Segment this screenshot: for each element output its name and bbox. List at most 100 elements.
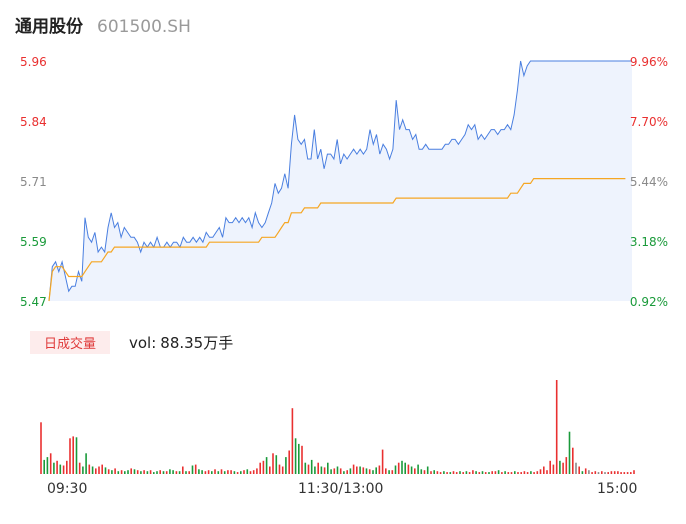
volume-bar <box>227 470 229 474</box>
volume-bar <box>604 472 606 474</box>
volume-bar <box>69 438 71 474</box>
volume-prefix: vol: <box>129 334 157 352</box>
volume-bar <box>504 471 506 474</box>
volume-bar <box>472 470 474 474</box>
stock-name: 通用股份 <box>15 17 83 37</box>
volume-bar <box>298 443 300 474</box>
volume-bar <box>378 465 381 474</box>
volume-bar <box>559 460 561 474</box>
volume-bar <box>414 468 416 474</box>
volume-bar <box>294 438 297 474</box>
volume-bar <box>365 468 368 474</box>
volume-bar <box>623 472 626 474</box>
volume-bar <box>401 460 403 474</box>
volume-bar <box>104 467 107 474</box>
volume-bar <box>584 468 587 474</box>
volume-bar <box>220 469 223 474</box>
volume-bar <box>46 457 49 474</box>
volume-bar <box>101 464 103 474</box>
volume-bar <box>85 453 87 474</box>
volume-bar <box>62 465 65 474</box>
volume-bar <box>420 469 423 474</box>
volume-bar <box>269 466 271 474</box>
volume-bar <box>501 472 503 474</box>
volume-bar <box>497 470 500 474</box>
volume-bar <box>339 468 342 474</box>
price-line <box>48 60 632 302</box>
volume-bar <box>175 471 178 474</box>
volume-bar <box>397 462 400 474</box>
volume-bar <box>182 466 184 474</box>
volume-bar <box>455 472 458 474</box>
volume-bar <box>327 462 329 474</box>
volume-bar <box>249 471 252 474</box>
price-area-fill <box>49 61 632 301</box>
volume-bar <box>626 472 629 474</box>
volume-bar <box>391 470 394 474</box>
volume-bar <box>594 471 597 474</box>
volume-bar <box>275 455 278 474</box>
volume-bar <box>591 472 593 474</box>
volume-bar <box>304 462 307 474</box>
volume-bar <box>117 471 120 474</box>
volume-bar <box>610 471 613 474</box>
x-tick-open: 09:30 <box>47 481 88 497</box>
volume-bar <box>153 472 155 474</box>
stock-header: 通用股份 601500.SH <box>15 12 191 40</box>
volume-bar <box>211 471 213 474</box>
volume-bar <box>601 471 603 474</box>
volume-bar <box>49 453 52 474</box>
y-tick-left: 5.84 <box>20 115 47 129</box>
volume-bar <box>575 462 577 474</box>
volume-bar <box>407 464 410 474</box>
volume-bar <box>523 471 526 474</box>
volume-bar <box>243 470 245 474</box>
y-tick-left: 5.59 <box>20 235 47 249</box>
volume-bar <box>549 460 551 474</box>
volume-bar <box>478 472 481 474</box>
volume-bar <box>59 464 62 474</box>
volume-bar <box>43 459 45 474</box>
volume-bar <box>484 472 487 474</box>
volume-bar <box>423 470 426 474</box>
volume-bar <box>223 471 226 474</box>
volume-bar <box>388 470 390 474</box>
volume-bar <box>198 469 200 474</box>
volume-bar <box>301 445 303 474</box>
y-tick-right: 0.92% <box>630 295 668 309</box>
volume-bar <box>240 471 242 474</box>
volume-bar <box>162 471 165 474</box>
y-tick-right: 7.70% <box>630 115 668 129</box>
volume-bar <box>568 431 571 474</box>
volume-value: 88.35万手 <box>160 334 234 352</box>
volume-bar <box>572 447 574 474</box>
volume-bar <box>172 470 174 474</box>
volume-bar <box>488 472 490 474</box>
volume-bar <box>352 464 355 474</box>
volume-bar <box>349 468 352 474</box>
volume-bar <box>307 464 310 474</box>
volume-bar <box>236 472 239 474</box>
volume-bar <box>124 471 126 474</box>
volume-bar <box>633 470 635 474</box>
volume-bar <box>356 466 358 474</box>
volume-bar <box>107 469 110 474</box>
average-line <box>48 178 626 302</box>
volume-bar <box>468 472 471 474</box>
stock-code: 601500.SH <box>97 17 191 37</box>
volume-bar <box>368 469 371 474</box>
volume-bar <box>188 471 190 474</box>
volume-bar <box>156 471 158 474</box>
volume-bar <box>75 437 78 474</box>
volume-bar <box>82 466 84 474</box>
volume-bar <box>165 471 168 474</box>
volume-bar <box>433 470 435 474</box>
volume-bar <box>530 471 532 474</box>
volume-bar <box>426 466 429 474</box>
volume-bar <box>256 468 258 474</box>
volume-bar <box>336 466 339 474</box>
volume-badge: 日成交量 <box>30 331 110 354</box>
volume-bar <box>314 466 316 474</box>
volume-bar <box>430 471 432 474</box>
